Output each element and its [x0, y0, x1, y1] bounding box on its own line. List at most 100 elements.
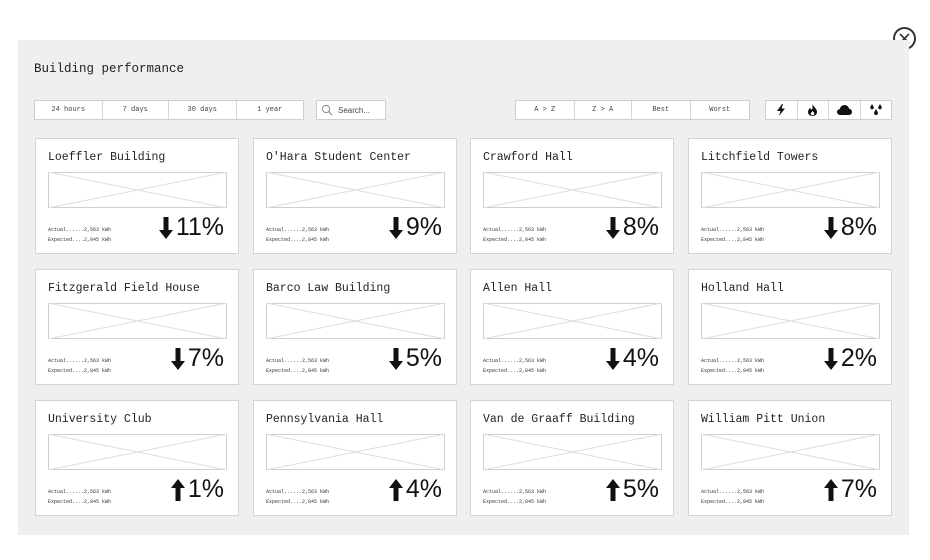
- percent-change: 7%: [187, 344, 224, 372]
- expected-usage: Expected....2,845 kWh: [701, 237, 765, 243]
- page-title: Building performance: [34, 62, 185, 76]
- energy-stats: Actual......2,563 kWh Expected....2,845 …: [701, 487, 764, 507]
- percent-change: 9%: [405, 213, 442, 241]
- performance-change: 7%: [823, 477, 877, 502]
- building-name: Loeffler Building: [48, 151, 166, 164]
- chart-placeholder: [266, 434, 445, 470]
- building-card-9[interactable]: University Club Actual......2,563 kWh Ex…: [35, 400, 239, 516]
- arrow-down-icon: [170, 347, 185, 370]
- arrow-down-icon: [605, 347, 620, 370]
- chart-placeholder: [48, 303, 227, 339]
- building-name: Crawford Hall: [483, 151, 573, 164]
- lightning-icon: [777, 104, 786, 116]
- percent-change: 5%: [622, 475, 659, 503]
- performance-change: 8%: [605, 213, 659, 241]
- sort-a-to-z[interactable]: A > Z: [516, 101, 575, 119]
- actual-usage: Actual......2,563 kWh: [266, 227, 330, 233]
- energy-stats: Actual......2,563 kWh Expected....2,845 …: [483, 225, 546, 245]
- arrow-down-icon: [388, 216, 403, 239]
- expected-usage: Expected....2,845 kWh: [701, 499, 765, 505]
- time-range-24-hours[interactable]: 24 hours: [35, 101, 103, 119]
- arrow-down-icon: [823, 347, 838, 370]
- electricity-filter-button[interactable]: [766, 101, 798, 119]
- building-card-5[interactable]: Fitzgerald Field House Actual......2,563…: [35, 269, 239, 385]
- percent-change: 4%: [622, 344, 659, 372]
- expected-usage: Expected....2,845 kWh: [701, 368, 765, 374]
- arrow-down-icon: [388, 347, 403, 370]
- building-card-6[interactable]: Barco Law Building Actual......2,563 kWh…: [253, 269, 457, 385]
- building-name: O'Hara Student Center: [266, 151, 411, 164]
- chart-placeholder: [483, 434, 662, 470]
- building-name: Barco Law Building: [266, 282, 391, 295]
- building-card-2[interactable]: O'Hara Student Center Actual......2,563 …: [253, 138, 457, 254]
- performance-change: 11%: [158, 213, 224, 241]
- energy-stats: Actual......2,563 kWh Expected....2,845 …: [483, 487, 546, 507]
- building-name: Pennsylvania Hall: [266, 413, 384, 426]
- building-performance-panel: Building performance 24 hours 7 days 30 …: [18, 40, 909, 535]
- percent-change: 4%: [405, 475, 442, 503]
- energy-stats: Actual......2,563 kWh Expected....2,845 …: [48, 225, 111, 245]
- expected-usage: Expected....2,845 kWh: [48, 499, 112, 505]
- expected-usage: Expected....2,845 kWh: [48, 237, 112, 243]
- actual-usage: Actual......2,563 kWh: [48, 489, 112, 495]
- arrow-down-icon: [605, 216, 620, 239]
- chart-placeholder: [701, 434, 880, 470]
- building-card-3[interactable]: Crawford Hall Actual......2,563 kWh Expe…: [470, 138, 674, 254]
- search-input[interactable]: Search...: [316, 100, 386, 120]
- chart-placeholder: [48, 172, 227, 208]
- chart-placeholder: [701, 172, 880, 208]
- actual-usage: Actual......2,563 kWh: [48, 358, 112, 364]
- expected-usage: Expected....2,845 kWh: [266, 499, 330, 505]
- performance-change: 4%: [388, 475, 442, 503]
- building-name: Holland Hall: [701, 282, 784, 295]
- actual-usage: Actual......2,563 kWh: [483, 358, 547, 364]
- chart-placeholder: [266, 172, 445, 208]
- building-card-10[interactable]: Pennsylvania Hall Actual......2,563 kWh …: [253, 400, 457, 516]
- performance-change: 9%: [388, 213, 442, 241]
- percent-change: 11%: [175, 213, 224, 241]
- sort-z-to-a[interactable]: Z > A: [575, 101, 633, 119]
- expected-usage: Expected....2,845 kWh: [483, 368, 547, 374]
- actual-usage: Actual......2,563 kWh: [701, 489, 765, 495]
- actual-usage: Actual......2,563 kWh: [483, 489, 547, 495]
- energy-stats: Actual......2,563 kWh Expected....2,845 …: [48, 356, 111, 376]
- expected-usage: Expected....2,845 kWh: [483, 499, 547, 505]
- building-card-12[interactable]: William Pitt Union Actual......2,563 kWh…: [688, 400, 892, 516]
- energy-stats: Actual......2,563 kWh Expected....2,845 …: [266, 225, 329, 245]
- chart-placeholder: [483, 303, 662, 339]
- search-placeholder: Search...: [338, 105, 371, 115]
- performance-change: 7%: [170, 344, 224, 372]
- performance-change: 1%: [170, 477, 224, 502]
- building-card-7[interactable]: Allen Hall Actual......2,563 kWh Expecte…: [470, 269, 674, 385]
- gas-filter-button[interactable]: [798, 101, 829, 119]
- building-name: Allen Hall: [483, 282, 553, 295]
- building-card-4[interactable]: Litchfield Towers Actual......2,563 kWh …: [688, 138, 892, 254]
- time-range-7-days[interactable]: 7 days: [103, 101, 169, 119]
- arrow-up-icon: [388, 478, 403, 501]
- actual-usage: Actual......2,563 kWh: [483, 227, 547, 233]
- chart-placeholder: [701, 303, 880, 339]
- building-card-1[interactable]: Loeffler Building Actual......2,563 kWh …: [35, 138, 239, 254]
- energy-stats: Actual......2,563 kWh Expected....2,845 …: [701, 356, 764, 376]
- performance-change: 2%: [823, 346, 877, 371]
- percent-change: 5%: [405, 344, 442, 372]
- steam-filter-button[interactable]: [829, 101, 861, 119]
- time-range-1-year[interactable]: 1 year: [257, 106, 283, 114]
- energy-stats: Actual......2,563 kWh Expected....2,845 …: [266, 487, 329, 507]
- building-name: William Pitt Union: [701, 413, 826, 426]
- building-card-11[interactable]: Van de Graaff Building Actual......2,563…: [470, 400, 674, 516]
- energy-stats: Actual......2,563 kWh Expected....2,845 …: [483, 356, 546, 376]
- performance-change: 5%: [605, 475, 659, 503]
- building-name: Litchfield Towers: [701, 151, 819, 164]
- water-filter-button[interactable]: [861, 101, 892, 119]
- arrow-up-icon: [823, 478, 838, 501]
- percent-change: 8%: [622, 213, 659, 241]
- expected-usage: Expected....2,845 kWh: [483, 237, 547, 243]
- arrow-down-icon: [823, 216, 838, 239]
- building-card-8[interactable]: Holland Hall Actual......2,563 kWh Expec…: [688, 269, 892, 385]
- sort-best[interactable]: Best: [632, 101, 691, 119]
- expected-usage: Expected....2,845 kWh: [48, 368, 112, 374]
- time-range-30-days[interactable]: 30 days: [169, 101, 237, 119]
- flame-icon: [808, 104, 818, 116]
- sort-worst[interactable]: Worst: [709, 106, 731, 114]
